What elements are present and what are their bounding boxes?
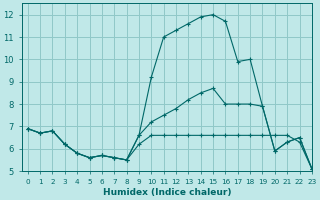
X-axis label: Humidex (Indice chaleur): Humidex (Indice chaleur) (102, 188, 231, 197)
